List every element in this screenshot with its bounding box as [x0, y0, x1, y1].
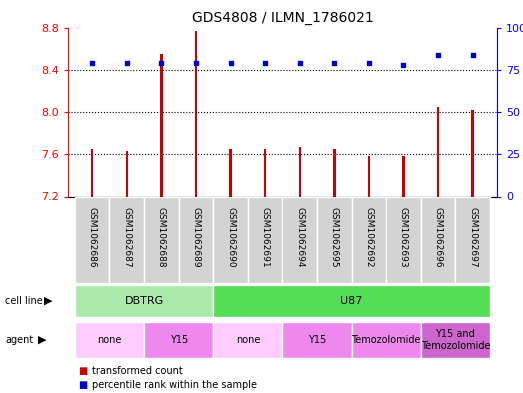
Bar [75, 196, 109, 283]
Text: ▶: ▶ [38, 335, 47, 345]
Text: GSM1062688: GSM1062688 [157, 207, 166, 268]
Bar [264, 149, 266, 196]
Bar [109, 196, 144, 283]
Bar [75, 322, 144, 358]
Bar [195, 31, 197, 196]
Point [434, 51, 442, 58]
Bar [282, 322, 351, 358]
Title: GDS4808 / ILMN_1786021: GDS4808 / ILMN_1786021 [191, 11, 373, 25]
Bar [213, 285, 490, 317]
Point [469, 51, 477, 58]
Bar [402, 156, 405, 196]
Point [226, 60, 235, 66]
Bar [144, 322, 213, 358]
Bar [75, 285, 213, 317]
Text: Y15: Y15 [169, 335, 188, 345]
Point [157, 60, 166, 66]
Point [295, 60, 304, 66]
Text: GSM1062691: GSM1062691 [260, 207, 270, 268]
Text: none: none [97, 335, 122, 345]
Text: GSM1062695: GSM1062695 [330, 207, 339, 268]
Bar [179, 196, 213, 283]
Text: GSM1062689: GSM1062689 [191, 207, 200, 268]
Text: ■: ■ [78, 380, 88, 390]
Text: Temozolomide: Temozolomide [351, 335, 421, 345]
Bar [160, 54, 163, 196]
Point [88, 60, 96, 66]
Text: GSM1062692: GSM1062692 [365, 207, 373, 267]
Bar [471, 110, 474, 196]
Text: U87: U87 [340, 296, 363, 306]
Bar [126, 151, 128, 196]
Bar [213, 196, 248, 283]
Text: cell line: cell line [5, 296, 43, 306]
Text: Y15 and
Temozolomide: Y15 and Temozolomide [420, 329, 490, 351]
Text: GSM1062693: GSM1062693 [399, 207, 408, 268]
Bar [248, 196, 282, 283]
Bar [91, 149, 94, 196]
Text: Y15: Y15 [308, 335, 326, 345]
Text: agent: agent [5, 335, 33, 345]
Bar [421, 322, 490, 358]
Point [365, 60, 373, 66]
Text: percentile rank within the sample: percentile rank within the sample [92, 380, 256, 390]
Bar [368, 156, 370, 196]
Text: GSM1062697: GSM1062697 [468, 207, 477, 268]
Bar [229, 149, 232, 196]
Bar [421, 196, 456, 283]
Point [122, 60, 131, 66]
Text: GSM1062686: GSM1062686 [88, 207, 97, 268]
Bar [456, 196, 490, 283]
Bar [333, 149, 336, 196]
Text: GSM1062696: GSM1062696 [434, 207, 442, 268]
Bar [351, 322, 421, 358]
Bar [437, 107, 439, 196]
Text: GSM1062687: GSM1062687 [122, 207, 131, 268]
Text: none: none [236, 335, 260, 345]
Text: DBTRG: DBTRG [124, 296, 164, 306]
Bar [386, 196, 421, 283]
Text: ▶: ▶ [44, 296, 53, 306]
Bar [144, 196, 179, 283]
Text: ■: ■ [78, 366, 88, 376]
Bar [317, 196, 351, 283]
Bar [351, 196, 386, 283]
Bar [282, 196, 317, 283]
Text: transformed count: transformed count [92, 366, 183, 376]
Bar [213, 322, 282, 358]
Point [192, 60, 200, 66]
Text: GSM1062690: GSM1062690 [226, 207, 235, 268]
Point [261, 60, 269, 66]
Point [399, 62, 407, 68]
Point [330, 60, 338, 66]
Text: GSM1062694: GSM1062694 [295, 207, 304, 267]
Bar [299, 147, 301, 196]
